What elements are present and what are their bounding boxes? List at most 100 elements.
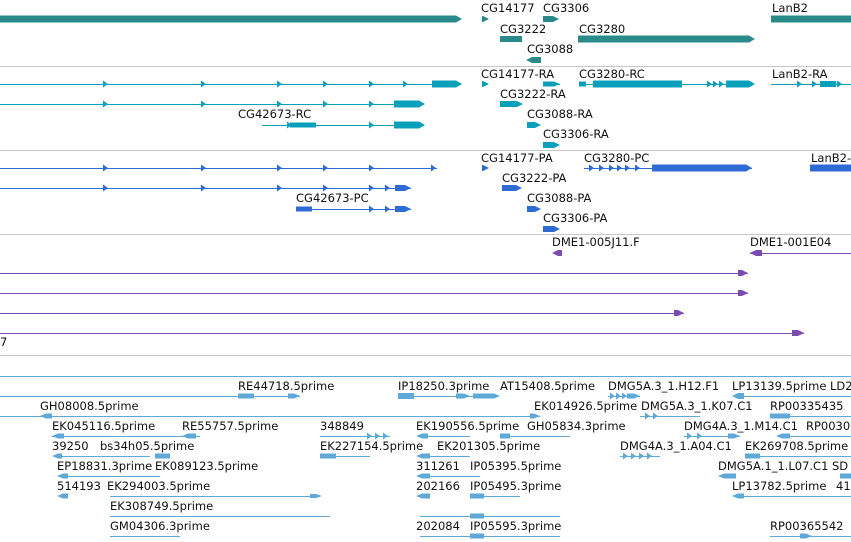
feature-block[interactable]	[728, 433, 740, 439]
feature-label[interactable]: EK190556.5prime	[416, 419, 519, 433]
feature-block[interactable]	[579, 81, 586, 87]
feature-label[interactable]: LP13139.5prime	[732, 379, 826, 393]
feature-block[interactable]	[543, 81, 560, 87]
feature-block[interactable]	[395, 185, 411, 191]
feature-block[interactable]	[310, 494, 322, 498]
feature-block[interactable]	[502, 185, 522, 191]
feature-label[interactable]: 202084	[416, 519, 460, 533]
feature-label[interactable]: EK308749.5prime	[110, 499, 213, 513]
feature-label[interactable]: CG3088	[527, 42, 573, 56]
feature-label[interactable]: GH08008.5prime	[40, 399, 139, 413]
feature-block[interactable]	[394, 100, 425, 108]
feature-block[interactable]	[810, 164, 851, 172]
feature-block[interactable]	[800, 533, 812, 539]
feature-label[interactable]: EK269708.5prime	[745, 439, 848, 453]
feature-label[interactable]: LD2	[830, 379, 851, 393]
feature-label[interactable]: LanB2-	[811, 151, 851, 165]
gene-bar[interactable]	[543, 16, 559, 22]
feature-label[interactable]: CG14177	[481, 1, 535, 15]
feature-label[interactable]: CG42673-RC	[238, 107, 311, 121]
feature-label[interactable]: DMG4A.3_1.M14.C1	[684, 419, 798, 433]
feature-block[interactable]	[718, 473, 736, 479]
feature-block[interactable]	[238, 393, 254, 399]
feature-label[interactable]: EK089123.5prime	[155, 459, 258, 473]
feature-block[interactable]	[395, 206, 411, 212]
feature-block[interactable]	[296, 206, 312, 212]
feature-label[interactable]: EP18831.3prime	[57, 459, 152, 473]
feature-block[interactable]	[593, 80, 682, 88]
feature-block[interactable]	[290, 122, 316, 128]
feature-label[interactable]: CG3280-PC	[584, 151, 649, 165]
feature-label[interactable]: CG3222-PA	[502, 171, 567, 185]
feature-label[interactable]: SD	[832, 459, 848, 473]
clone-end[interactable]	[792, 330, 804, 336]
feature-block[interactable]	[52, 453, 62, 459]
feature-label[interactable]: 348849	[320, 419, 364, 433]
feature-block[interactable]	[627, 393, 640, 399]
feature-block[interactable]	[543, 142, 560, 148]
clone-end[interactable]	[738, 270, 748, 276]
gene-bar[interactable]	[500, 36, 522, 42]
feature-block[interactable]	[473, 393, 500, 399]
feature-label[interactable]: DME1-005J11.F	[552, 235, 640, 249]
feature-label[interactable]: DME1-001E04	[750, 235, 831, 249]
clone-end[interactable]	[738, 290, 748, 296]
feature-label[interactable]: IP05495.3prime	[470, 479, 561, 493]
feature-block[interactable]	[288, 393, 300, 399]
feature-label[interactable]: 7	[0, 335, 7, 349]
feature-label[interactable]: DMG5A.1_1.L07.C1	[718, 459, 828, 473]
feature-label[interactable]: CG3280	[579, 22, 625, 36]
feature-block[interactable]	[776, 433, 790, 439]
feature-label[interactable]: EK294003.5prime	[107, 479, 210, 493]
feature-block[interactable]	[398, 393, 414, 399]
transcript-exon[interactable]	[482, 81, 489, 87]
gene-bar[interactable]	[526, 57, 541, 63]
feature-label[interactable]: RE55757.5prime	[182, 419, 278, 433]
feature-block[interactable]	[456, 393, 470, 399]
feature-block[interactable]	[500, 101, 523, 107]
feature-label[interactable]: IP05395.5prime	[470, 459, 561, 473]
gene-bar[interactable]	[482, 16, 489, 22]
feature-label[interactable]: CG3306-PA	[543, 211, 608, 225]
feature-label[interactable]: CG3306	[543, 1, 589, 15]
feature-block[interactable]	[820, 81, 836, 87]
feature-label[interactable]: CG3306-RA	[543, 127, 609, 141]
feature-block[interactable]	[470, 513, 484, 519]
feature-label[interactable]: 311261	[416, 459, 460, 473]
feature-block[interactable]	[155, 453, 170, 459]
feature-block[interactable]	[527, 206, 541, 212]
feature-label[interactable]: 41	[836, 479, 851, 493]
feature-label[interactable]: LanB2	[772, 1, 808, 15]
feature-label[interactable]: EK227154.5prime	[320, 439, 423, 453]
feature-label[interactable]: 39250	[52, 439, 89, 453]
feature-label[interactable]: 202166	[416, 479, 460, 493]
feature-label[interactable]: RP00365542	[770, 519, 843, 533]
transcript-exon[interactable]	[432, 80, 462, 88]
feature-block[interactable]	[470, 493, 484, 499]
feature-block[interactable]	[745, 453, 760, 459]
feature-label[interactable]: DMG5A.3_1.H12.F1	[608, 379, 719, 393]
gene-bar[interactable]	[0, 15, 462, 23]
feature-label[interactable]: DMG4A.3_1.A04.C1	[620, 439, 732, 453]
feature-label[interactable]: CG3088-PA	[527, 191, 592, 205]
feature-block[interactable]	[416, 473, 430, 479]
feature-block[interactable]	[416, 453, 430, 459]
feature-label[interactable]: CG14177-RA	[481, 67, 554, 81]
feature-block[interactable]	[527, 122, 541, 128]
feature-label[interactable]: IP18250.3prime	[398, 379, 489, 393]
feature-label[interactable]: LP13782.5prime	[732, 479, 826, 493]
feature-block[interactable]	[500, 433, 510, 439]
feature-block[interactable]	[416, 493, 430, 499]
feature-label[interactable]: RP0030	[806, 419, 850, 433]
feature-block[interactable]	[57, 473, 68, 479]
feature-block[interactable]	[320, 453, 336, 459]
feature-block[interactable]	[732, 493, 744, 499]
feature-label[interactable]: DMG5A.3_1.K07.C1	[641, 399, 753, 413]
feature-label[interactable]: 514193	[57, 479, 101, 493]
feature-block[interactable]	[394, 121, 425, 129]
feature-label[interactable]: EK014926.5prime	[534, 399, 637, 413]
feature-label[interactable]: CG3222-RA	[500, 87, 566, 101]
feature-block[interactable]	[726, 80, 755, 88]
feature-block[interactable]	[732, 393, 744, 399]
feature-block[interactable]	[470, 533, 484, 539]
